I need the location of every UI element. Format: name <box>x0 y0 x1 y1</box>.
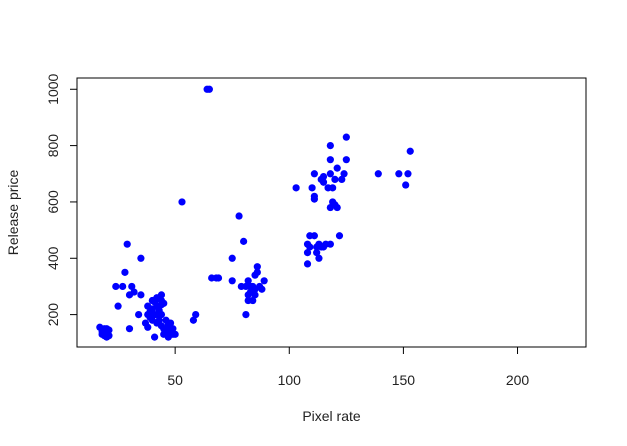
data-point <box>119 282 127 291</box>
data-point <box>121 268 129 276</box>
data-point <box>128 282 136 291</box>
data-point <box>326 170 334 178</box>
data-point <box>331 175 339 184</box>
data-point <box>335 232 344 240</box>
data-point <box>155 316 163 324</box>
y-tick-label: 200 <box>45 303 61 327</box>
data-point <box>333 203 341 212</box>
y-axis-label: Release price <box>5 169 21 255</box>
data-point <box>315 254 323 262</box>
x-tick-label: 100 <box>278 372 302 388</box>
data-point <box>151 333 159 341</box>
data-point <box>144 323 152 331</box>
data-point <box>135 311 143 319</box>
data-point <box>310 195 318 203</box>
data-point <box>310 170 318 178</box>
x-tick-label: 150 <box>392 372 416 388</box>
x-tick-label: 200 <box>506 372 530 388</box>
data-point <box>326 240 334 248</box>
data-point <box>244 277 252 285</box>
data-point <box>340 170 348 178</box>
data-point <box>404 170 412 178</box>
data-point <box>123 240 131 248</box>
y-tick-label: 800 <box>45 134 61 158</box>
data-point <box>303 249 312 257</box>
data-point <box>395 170 403 178</box>
x-tick-label: 50 <box>167 372 183 388</box>
data-point <box>205 85 213 93</box>
data-point <box>240 237 248 245</box>
data-point <box>157 311 166 319</box>
data-point <box>313 249 321 257</box>
data-point <box>306 243 314 251</box>
data-point <box>333 164 341 172</box>
x-axis-label: Pixel rate <box>302 408 361 424</box>
data-point <box>137 254 145 262</box>
data-point <box>114 302 122 310</box>
data-point <box>130 288 138 296</box>
data-point <box>192 311 200 319</box>
data-point <box>406 147 414 155</box>
y-tick-label: 600 <box>45 190 61 214</box>
data-point <box>171 330 179 338</box>
data-point <box>342 133 350 141</box>
data-point <box>402 181 410 189</box>
data-point <box>228 277 236 285</box>
data-point <box>249 296 257 305</box>
y-tick-label: 1000 <box>45 73 61 104</box>
data-point <box>326 156 334 164</box>
data-point <box>169 325 177 333</box>
data-point <box>342 156 350 164</box>
data-point <box>338 175 346 184</box>
data-point <box>310 232 318 240</box>
x-axis: 50 100 150 200 <box>167 346 530 388</box>
data-point <box>166 319 175 327</box>
data-point <box>125 325 134 333</box>
data-point <box>137 291 145 299</box>
data-point <box>178 198 186 206</box>
data-point <box>157 291 166 299</box>
data-point <box>253 263 261 271</box>
data-point <box>374 170 382 178</box>
data-point <box>326 142 334 150</box>
data-point <box>214 274 223 282</box>
data-point <box>242 311 250 319</box>
data-point <box>228 254 236 262</box>
data-point <box>308 184 316 192</box>
data-point <box>253 268 261 276</box>
data-point <box>251 291 259 299</box>
data-point <box>160 299 168 307</box>
data-point <box>235 212 243 220</box>
data-point <box>258 285 266 293</box>
data-point <box>105 332 113 340</box>
data-point <box>112 282 120 291</box>
data-point <box>319 172 328 181</box>
y-tick-label: 400 <box>45 246 61 270</box>
data-point <box>260 277 268 285</box>
data-point <box>329 184 337 192</box>
y-axis: 200 400 600 800 1000 <box>45 73 78 327</box>
data-point <box>292 184 300 192</box>
data-point <box>103 325 111 333</box>
data-point <box>189 316 198 324</box>
data-points <box>96 85 414 341</box>
data-point <box>303 260 312 268</box>
data-point <box>319 178 328 186</box>
